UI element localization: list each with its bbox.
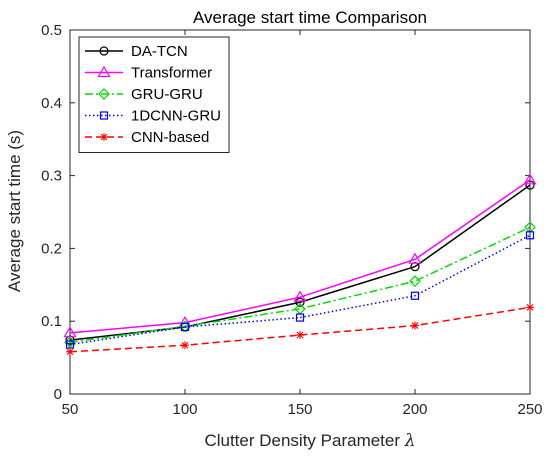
x-tick-label: 250	[517, 401, 542, 418]
legend-marker-da-tcn	[99, 46, 109, 56]
x-tick-label: 100	[172, 401, 197, 418]
y-tick-label: 0.3	[41, 168, 62, 185]
series-layer	[63, 173, 537, 356]
series-line-da-tcn	[69, 184, 531, 341]
star-stroke	[411, 322, 419, 329]
x-axis-label-symbol: λ	[404, 431, 416, 451]
y-tick-label: 0.5	[41, 22, 62, 39]
series-cnn-based	[66, 303, 534, 356]
legend-label-gru-gru: GRU-GRU	[131, 86, 203, 103]
series-1dcnn-gru	[65, 231, 535, 349]
data-point-transformer	[523, 173, 537, 185]
data-point-cnn-based	[181, 341, 189, 350]
data-point-da-tcn	[295, 297, 305, 307]
data-point-cnn-based	[66, 347, 74, 356]
legend-item-da-tcn: DA-TCN	[85, 43, 188, 60]
data-point-1dcnn-gru	[180, 322, 190, 332]
star-stroke	[66, 348, 74, 356]
y-tick-label: 0	[54, 386, 62, 403]
data-point-transformer	[408, 252, 422, 264]
data-point-1dcnn-gru	[525, 231, 535, 240]
legend-item-transformer: Transformer	[85, 65, 212, 82]
x-axis-label: Clutter Density Parameter λ	[204, 431, 415, 451]
legend-marker-transformer	[97, 65, 111, 77]
star-stroke	[296, 331, 304, 339]
y-axis-ticks: 0 0.1 0.2 0.3 0.4 0.5	[41, 22, 530, 403]
data-point-1dcnn-gru	[410, 291, 420, 300]
x-tick-label: 50	[62, 401, 79, 418]
x-axis-ticks: 50 100 150 200 250	[62, 30, 543, 418]
data-point-cnn-based	[296, 331, 304, 340]
legend-item-gru-gru: GRU-GRU	[85, 86, 203, 103]
chart-title: Average start time Comparison	[193, 8, 427, 27]
star-stroke	[100, 133, 108, 141]
star-stroke	[526, 303, 534, 311]
legend-marker-1dcnn-gru	[99, 111, 109, 120]
y-tick-label: 0.2	[41, 240, 62, 257]
y-tick-label: 0.1	[41, 313, 62, 330]
legend-item-cnn-based: CNN-based	[85, 129, 209, 146]
legend-marker-cnn-based	[100, 133, 108, 141]
data-point-cnn-based	[411, 321, 419, 330]
legend-label-1dcnn-gru: 1DCNN-GRU	[131, 108, 221, 125]
legend-label-transformer: Transformer	[131, 65, 212, 82]
y-axis-label: Average start time (s)	[5, 130, 24, 292]
data-point-da-tcn	[525, 180, 535, 190]
x-axis-label-text: Clutter Density Parameter	[204, 431, 400, 450]
series-line-transformer	[69, 179, 531, 334]
x-tick-label: 150	[287, 401, 312, 418]
data-point-cnn-based	[526, 303, 534, 312]
series-line-1dcnn-gru	[69, 234, 531, 346]
star-stroke	[181, 341, 189, 349]
legend-label-da-tcn: DA-TCN	[131, 43, 188, 60]
legend-item-1dcnn-gru: 1DCNN-GRU	[85, 108, 221, 125]
x-tick-label: 200	[402, 401, 427, 418]
legend-label-cnn-based: CNN-based	[131, 129, 209, 146]
legend: DA-TCN Transformer GRU-GRU 1DCNN-GRU CNN-bas…	[78, 36, 230, 153]
data-point-gru-gru	[409, 275, 421, 288]
data-point-1dcnn-gru	[295, 313, 305, 322]
y-tick-label: 0.4	[41, 95, 62, 112]
data-point-transformer	[293, 290, 307, 302]
legend-marker-gru-gru	[98, 88, 110, 100]
